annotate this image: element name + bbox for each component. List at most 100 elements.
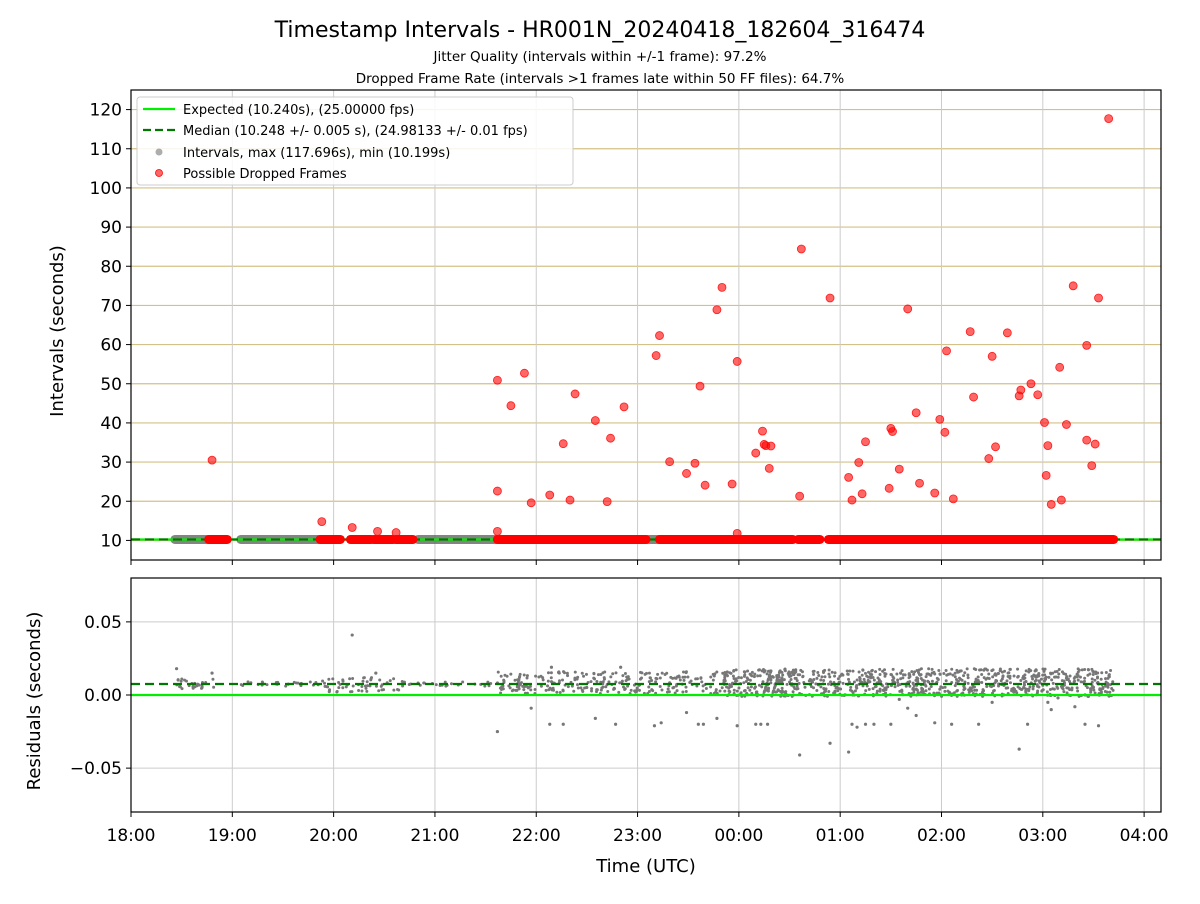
residual-point [729,671,733,675]
residual-point [1042,669,1046,673]
dropped-frame-point [1056,495,1066,505]
dropped-frame-point [1104,114,1114,123]
dropped-frame-point [969,392,978,402]
residual-point [694,677,698,681]
residual-outlier-point [715,716,719,721]
residual-point [891,675,895,679]
residual-point [366,684,370,688]
top-ytick-label: 40 [100,414,122,434]
bottom-xtick-label: 20:00 [309,826,358,846]
top-ytick-label: 120 [90,101,122,121]
residual-point [509,672,513,676]
residual-point [370,676,374,680]
residual-point [787,670,791,674]
residual-point [822,678,826,682]
residual-point [871,687,875,691]
residual-point [1024,669,1028,673]
residual-point [200,684,204,688]
dropped-frame-point [1016,385,1026,395]
dropped-frame-point [690,458,700,468]
bottom-ytick-label: 0.00 [84,686,122,706]
residual-point [450,682,454,686]
residual-point [974,679,978,683]
residual-point [951,673,955,677]
residual-outlier-point [684,710,689,715]
residual-point [919,676,923,680]
residual-point [840,672,844,676]
residual-outlier-point [561,722,565,726]
residual-point [686,675,690,679]
residual-point [191,686,195,690]
residual-point [871,675,875,679]
residual-point [1083,676,1087,680]
residual-point [434,683,438,687]
residual-point [727,686,731,690]
residual-point [443,680,447,684]
residual-point [785,682,789,686]
residual-point [1066,677,1070,681]
residual-outlier-point [863,722,868,726]
legend-median-label: Median (10.248 +/- 0.005 s), (24.98133 +… [183,124,528,139]
residual-point [752,675,756,679]
residual-point [978,668,982,672]
residual-point [917,672,921,676]
residual-point [1070,686,1074,690]
residual-point [991,675,995,679]
bottom-xtick-label: 18:00 [107,826,156,846]
residual-point [791,690,795,694]
residual-point [739,691,743,695]
residual-point [360,685,364,689]
residual-point [368,684,372,688]
residual-point [714,688,718,692]
residual-point [907,676,911,680]
residual-point [725,674,729,678]
dropped-frame-point [558,439,568,449]
residual-point [732,677,736,681]
residual-point [1103,684,1107,688]
residual-point [865,674,869,678]
residual-point [1060,670,1064,674]
residual-point [808,679,812,683]
residual-point [713,672,717,676]
residual-point [357,688,361,692]
residual-point [1080,668,1084,672]
dropped-frame-point [1090,439,1100,449]
residual-point [883,686,887,690]
residual-point [701,684,705,688]
residual-point [911,687,915,691]
dropped-frame-point [695,381,705,391]
dropped-frame-point [884,483,894,493]
residual-point [341,679,345,683]
residual-point [963,680,967,684]
residual-point [609,675,613,679]
dropped-frame-point [545,490,555,500]
residual-point [832,691,836,695]
residual-point [1034,668,1038,672]
residual-point [640,676,644,680]
residual-point [1081,680,1085,684]
residual-point [896,680,900,684]
residual-point [898,689,902,693]
dropped-frame-point [1046,499,1056,509]
residual-outlier-point [1096,724,1101,728]
residual-point [737,686,741,690]
residual-point [1085,686,1089,690]
residual-point [699,676,703,680]
residual-point [847,680,851,684]
residual-point [660,688,664,692]
residual-point [1027,667,1031,671]
residual-point [461,680,465,684]
dropped-frame-point [493,375,502,385]
residual-point [328,688,332,692]
residual-point [711,678,715,682]
residual-outlier-point [1026,722,1030,726]
residual-point [743,688,747,692]
residual-point [603,670,607,674]
dropped-frame-point [1082,435,1092,445]
dropped-frame-point [727,479,737,489]
dropped-frame-point [1043,441,1053,451]
dropped-frame-point [602,497,612,507]
residual-point [860,673,864,677]
residual-point [878,673,882,677]
